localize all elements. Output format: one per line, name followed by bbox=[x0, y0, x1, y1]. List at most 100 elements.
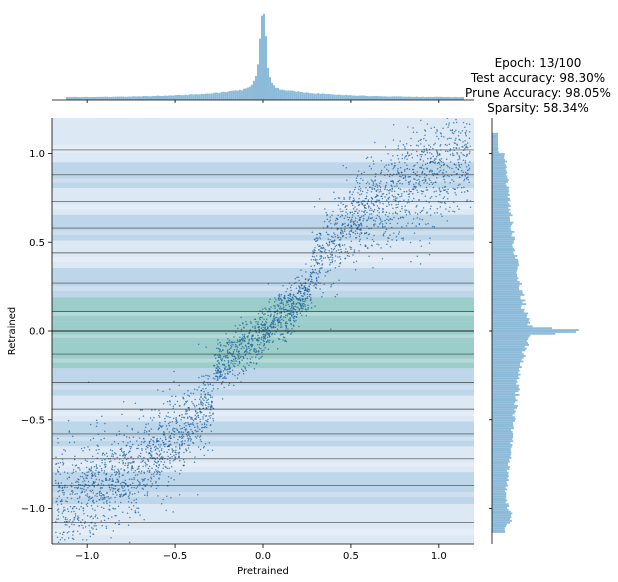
scatter-point bbox=[396, 222, 399, 225]
scatter-point bbox=[443, 178, 445, 181]
scatter-point bbox=[468, 131, 471, 133]
scatter-point bbox=[394, 196, 396, 198]
scatter-point bbox=[364, 213, 366, 216]
scatter-point bbox=[55, 456, 57, 459]
scatter-point bbox=[430, 153, 433, 155]
scatter-point bbox=[187, 389, 189, 392]
scatter-point bbox=[280, 308, 282, 310]
scatter-point bbox=[419, 175, 421, 178]
scatter-point bbox=[358, 218, 361, 221]
right-hist-bar bbox=[492, 501, 506, 504]
scatter-point bbox=[172, 407, 174, 409]
top-hist-bar bbox=[156, 95, 159, 100]
scatter-point bbox=[169, 416, 171, 419]
scatter-point bbox=[341, 214, 343, 216]
scatter-point bbox=[360, 225, 363, 227]
scatter-point bbox=[57, 437, 59, 440]
scatter-point bbox=[59, 532, 61, 534]
scatter-point bbox=[171, 451, 174, 453]
scatter-point bbox=[183, 442, 186, 445]
scatter-point bbox=[339, 256, 341, 258]
top-hist-bar bbox=[329, 94, 332, 100]
scatter-point bbox=[155, 470, 158, 473]
scatter-point bbox=[138, 437, 141, 439]
top-hist-bar bbox=[419, 97, 422, 100]
scatter-point bbox=[76, 530, 79, 532]
scatter-point bbox=[455, 164, 457, 166]
scatter-point bbox=[203, 426, 206, 429]
scatter-point bbox=[360, 232, 363, 235]
scatter-point bbox=[167, 422, 170, 425]
scatter-point bbox=[75, 507, 78, 510]
scatter-point bbox=[185, 410, 187, 413]
scatter-point bbox=[109, 475, 112, 477]
scatter-point bbox=[392, 139, 395, 141]
right-hist-bar bbox=[492, 451, 512, 454]
scatter-point bbox=[376, 199, 378, 201]
scatter-point bbox=[178, 430, 180, 433]
scatter-point bbox=[144, 462, 147, 465]
scatter-point bbox=[140, 452, 142, 455]
scatter-point bbox=[142, 480, 144, 482]
scatter-point bbox=[425, 223, 427, 226]
right-hist-bar bbox=[492, 134, 499, 137]
scatter-point bbox=[101, 479, 103, 482]
scatter-point bbox=[410, 190, 412, 193]
right-hist-bar bbox=[492, 362, 520, 365]
scatter-point bbox=[136, 486, 139, 488]
scatter-point bbox=[304, 287, 307, 290]
scatter-point bbox=[405, 225, 408, 227]
top-hist-bar bbox=[254, 76, 257, 100]
scatter-point bbox=[344, 215, 347, 217]
scatter-point bbox=[423, 172, 426, 175]
scatter-point bbox=[101, 454, 104, 456]
scatter-point bbox=[395, 204, 397, 206]
scatter-point bbox=[382, 207, 384, 210]
scatter-point bbox=[456, 205, 459, 207]
top-hist-bar bbox=[192, 94, 195, 100]
scatter-point bbox=[263, 349, 265, 351]
scatter-point bbox=[330, 235, 333, 238]
scatter-point bbox=[86, 502, 89, 505]
scatter-point bbox=[298, 286, 301, 288]
scatter-point bbox=[353, 212, 355, 215]
scatter-point bbox=[405, 190, 408, 193]
scatter-point bbox=[278, 338, 281, 340]
scatter-point bbox=[201, 430, 203, 433]
scatter-point bbox=[460, 151, 463, 154]
scatter-point bbox=[448, 167, 451, 169]
scatter-point bbox=[321, 244, 324, 246]
scatter-point bbox=[68, 520, 70, 523]
scatter-point bbox=[194, 456, 196, 458]
scatter-point bbox=[422, 160, 425, 162]
scatter-point bbox=[71, 493, 74, 495]
scatter-point bbox=[132, 436, 135, 438]
scatter-point bbox=[467, 172, 469, 175]
scatter-point bbox=[348, 233, 351, 235]
scatter-point bbox=[364, 204, 367, 206]
top-hist-bar bbox=[449, 97, 452, 100]
scatter-point bbox=[136, 507, 138, 509]
scatter-point bbox=[439, 190, 442, 193]
scatter-point bbox=[232, 363, 234, 365]
scatter-point bbox=[181, 435, 183, 438]
band-stripe bbox=[52, 436, 474, 441]
scatter-point bbox=[312, 258, 315, 261]
scatter-point bbox=[243, 351, 246, 354]
right-hist-bar bbox=[492, 201, 509, 204]
scatter-point bbox=[436, 152, 439, 154]
scatter-point bbox=[297, 298, 299, 301]
scatter-point bbox=[360, 193, 363, 195]
scatter-point bbox=[130, 508, 133, 511]
scatter-point bbox=[429, 214, 432, 216]
scatter-point bbox=[202, 398, 204, 400]
scatter-point bbox=[134, 402, 137, 405]
scatter-point bbox=[358, 225, 360, 227]
scatter-point bbox=[127, 466, 129, 469]
scatter-point bbox=[159, 412, 161, 414]
scatter-point bbox=[346, 250, 349, 253]
scatter-point bbox=[344, 222, 346, 225]
scatter-point bbox=[150, 454, 152, 457]
scatter-point bbox=[463, 154, 465, 157]
scatter-point bbox=[158, 416, 161, 418]
